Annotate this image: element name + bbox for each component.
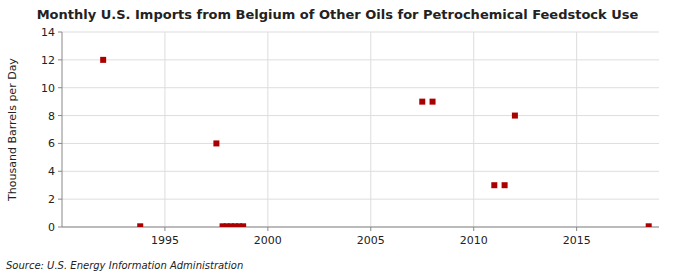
y-tick [58,171,62,172]
y-tick [58,87,62,88]
y-tick-label: 4 [48,165,55,178]
x-tick [370,227,371,231]
x-axis-line [62,227,659,228]
point [512,113,518,119]
y-tick-label: 10 [41,82,55,95]
y-tick [58,32,62,33]
grid-line-x [473,32,474,227]
title: Monthly U.S. Imports from Belgium of Oth… [37,7,639,22]
grid-line-y [62,199,659,200]
grid [62,32,659,227]
source-annotation: Source: U.S. Energy Information Administ… [6,260,243,271]
y-tick-label: 6 [48,137,55,150]
grid-line-x [267,32,268,227]
grid-line-y [62,32,659,33]
point [240,223,246,227]
grid-line-y [62,171,659,172]
x-tick [473,227,474,231]
grid-line-y [62,59,659,60]
y-tick-label: 8 [48,110,55,123]
y-tick-label: 12 [41,54,55,67]
x-tick-label: 2005 [357,234,385,247]
x-tick-label: 2015 [563,234,591,247]
y-tick [58,115,62,116]
x-tick [267,227,268,231]
x-tick [576,227,577,231]
point [137,223,143,227]
y-tick-label: 14 [41,26,55,39]
axes: 1995 2000 2005 2010 2015 0 2 4 6 8 10 12 14 [41,26,659,247]
y-tick [58,199,62,200]
grid-line-y [62,87,659,88]
chart-svg: 1995 2000 2005 2010 2015 0 2 4 6 8 10 12 14 Thousand … [0,0,675,275]
point [419,99,425,105]
y-axis-line [62,32,63,227]
grid-line-x [164,32,165,227]
y-tick [58,143,62,144]
point [502,182,508,188]
x-tick-label: 2010 [460,234,488,247]
grid-line-y [62,115,659,116]
x-tick-label: 1995 [151,234,179,247]
y-tick [58,59,62,60]
grid-line-y [62,143,659,144]
grid-line-x [576,32,577,227]
point [430,99,436,105]
x-tick-label: 2000 [254,234,282,247]
chart-container: 1995 2000 2005 2010 2015 0 2 4 6 8 10 12 14 Thousand … [0,0,675,275]
grid-line-x [370,32,371,227]
point [646,223,652,227]
y-tick-label: 2 [48,193,55,206]
point [213,140,219,146]
points [100,57,652,227]
point [100,57,106,63]
point [491,182,497,188]
y-tick [58,227,62,228]
grid-line-y [62,227,659,228]
y-axis-label: Thousand Barrels per Day [6,58,19,202]
x-tick [164,227,165,231]
y-tick-label: 0 [48,221,55,234]
